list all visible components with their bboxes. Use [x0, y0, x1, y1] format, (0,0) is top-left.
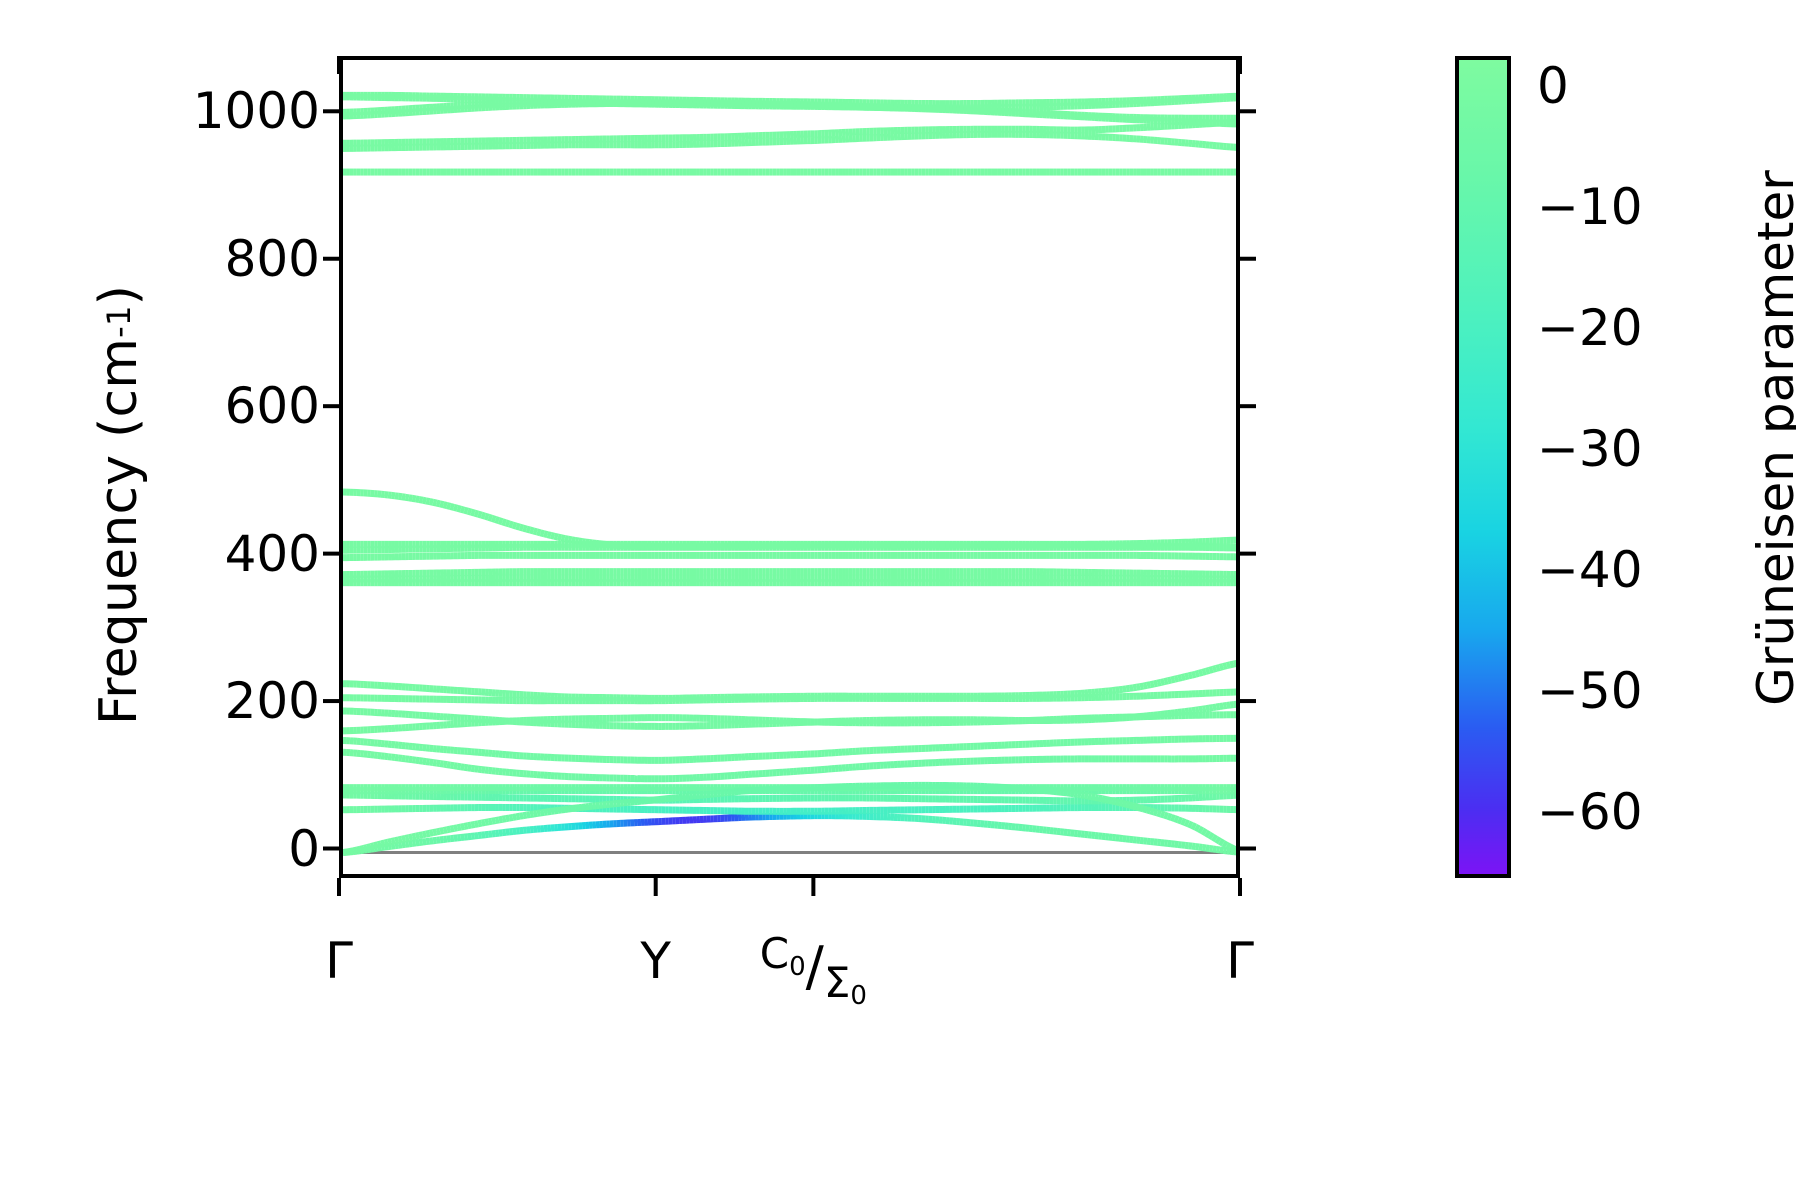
- colorbar-gradient: [1459, 60, 1507, 874]
- y-axis-tick-label: 200: [224, 672, 320, 731]
- colorbar[interactable]: [1455, 56, 1511, 878]
- colorbar-tick-label: −60: [1537, 782, 1643, 841]
- y-axis-tick-label: 400: [224, 524, 320, 583]
- colorbar-tick-label: 0: [1537, 57, 1569, 116]
- band-structure-lines: [343, 91, 1236, 857]
- colorbar-tick-label: −20: [1537, 298, 1643, 357]
- y-axis-tick-label: 600: [224, 377, 320, 436]
- colorbar-tick-label: −50: [1537, 661, 1643, 720]
- plot-axes[interactable]: [339, 56, 1240, 878]
- y-axis-tick-label: 0: [288, 819, 320, 878]
- colorbar-label: Grüneisen parameter: [1747, 170, 1796, 706]
- colorbar-tick-label: −10: [1537, 178, 1643, 237]
- y-axis-tick-labels: 0 200 400 600 800 1000: [120, 0, 320, 1178]
- colorbar-tick-label: −40: [1537, 540, 1643, 599]
- colorbar-tick-label: −30: [1537, 419, 1643, 478]
- y-axis-tick-label: 800: [224, 229, 320, 288]
- y-axis-tick-label: 1000: [192, 82, 320, 141]
